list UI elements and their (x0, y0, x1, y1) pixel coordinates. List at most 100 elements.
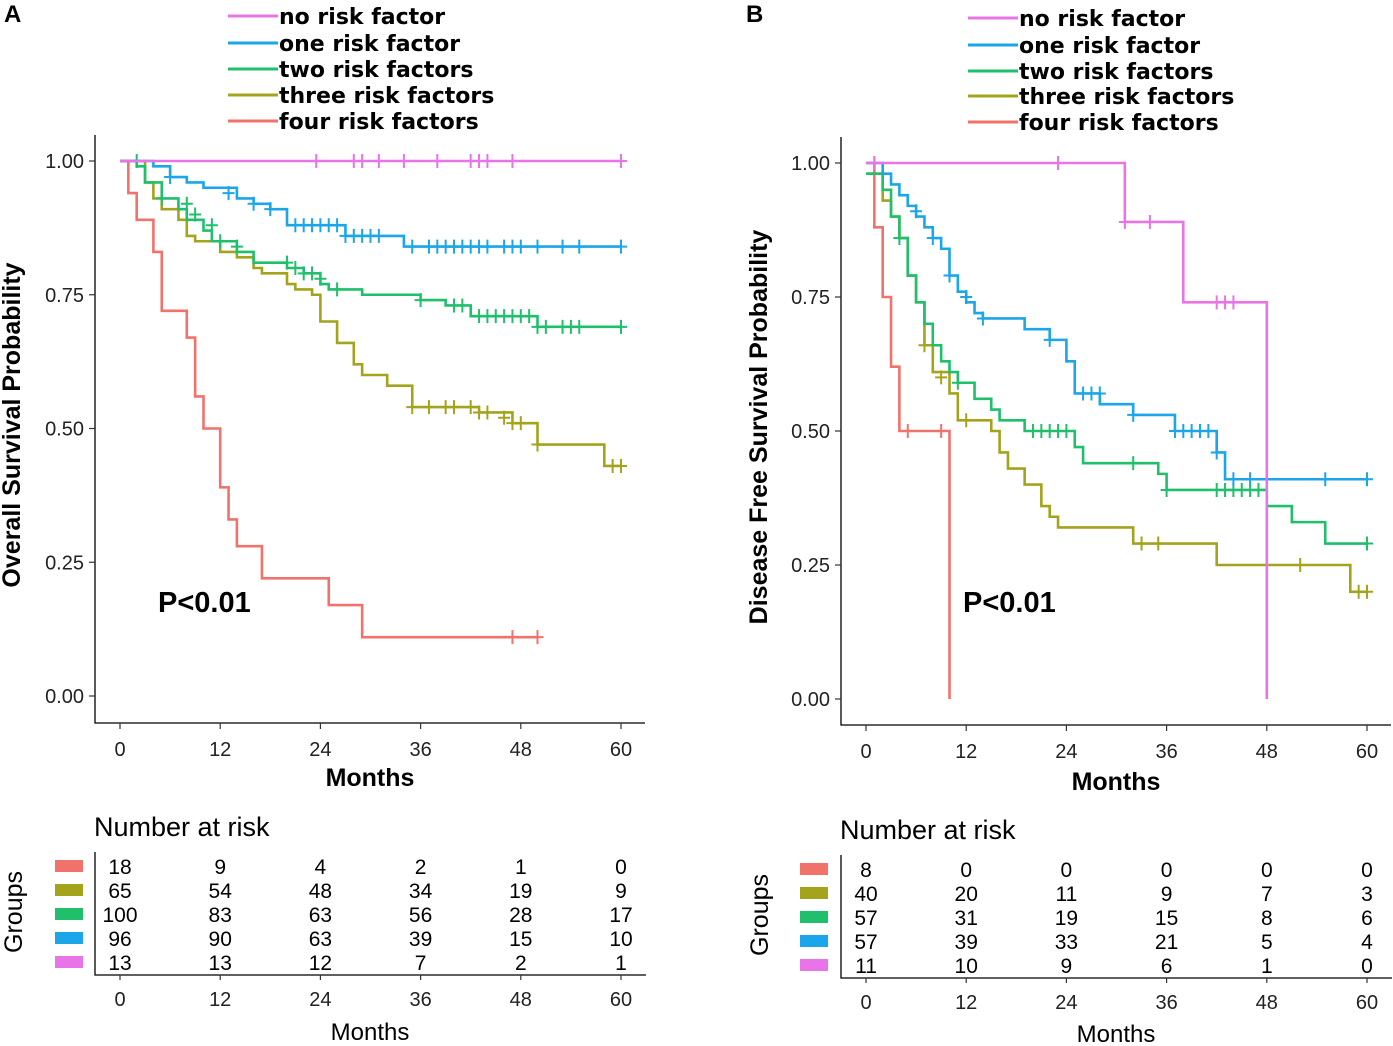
survival-plot-a: 0 12 24 36 48 60 0.00 0.25 0.50 0.75 1.00 (45, 135, 645, 761)
censor-mark (868, 156, 881, 170)
y-tick-label: 0.25 (791, 555, 830, 577)
censor-mark (264, 202, 277, 217)
censor-mark (155, 191, 168, 206)
risk-count: 21 (1155, 931, 1178, 954)
censor-mark (918, 338, 931, 353)
censor-mark (514, 239, 527, 254)
y-axis-title-a: Overall Survival Probability (0, 262, 26, 587)
censor-mark (310, 154, 323, 168)
y-tick-label: 0.00 (45, 686, 84, 708)
x-tick-label: 0 (860, 741, 871, 763)
censor-mark (406, 239, 419, 254)
risk-x-tick-label: 60 (610, 989, 632, 1011)
risk-count: 1 (1261, 955, 1273, 978)
censor-mark (406, 400, 419, 415)
risk-x-tick-label: 48 (510, 989, 532, 1011)
risk-count: 83 (209, 904, 232, 927)
risk-count: 0 (1161, 859, 1173, 882)
risk-count: 96 (108, 928, 131, 951)
series-two (120, 154, 627, 334)
risk-count: 6 (1161, 955, 1173, 978)
censor-mark (214, 234, 227, 249)
risk-count: 4 (1361, 931, 1373, 954)
axis-lines (94, 135, 645, 724)
legend-label-two: two risk factors (1019, 60, 1213, 85)
censor-mark (448, 400, 460, 415)
risk-count: 9 (1161, 883, 1173, 906)
censor-mark (397, 154, 410, 168)
censor-mark (331, 218, 344, 233)
risk-count: 31 (955, 907, 978, 930)
censor-mark (1319, 472, 1332, 487)
series-four (866, 161, 951, 699)
censor-mark (1227, 472, 1240, 487)
censor-mark (1361, 472, 1373, 487)
legend-label-no: no risk factor (279, 5, 445, 30)
risk-count: 19 (509, 880, 532, 903)
risk-count: 63 (309, 904, 332, 927)
series-four (120, 159, 544, 645)
legend-label-one: one risk factor (1019, 34, 1200, 59)
censor-mark (356, 154, 369, 168)
censor-mark (506, 630, 519, 645)
risk-count: 0 (1061, 859, 1073, 882)
legend-label-three: three risk factors (1019, 85, 1234, 110)
risk-count: 7 (1261, 883, 1273, 906)
x-tick-label: 60 (610, 739, 632, 761)
x-tick-label: 36 (409, 739, 431, 761)
risk-axis-lines (94, 852, 646, 976)
censor-mark (1361, 536, 1373, 551)
legend-label-one: one risk factor (279, 32, 460, 57)
risk-count: 8 (1261, 907, 1273, 930)
censor-mark (1060, 424, 1073, 438)
risk-table-title-a: Number at risk (94, 812, 270, 842)
censor-mark (531, 437, 544, 452)
survival-plot-b: 0 12 24 36 48 60 0.00 0.25 0.50 0.75 1.00 (791, 137, 1391, 763)
risk-swatch-two (800, 911, 828, 923)
risk-swatch-four (800, 863, 828, 875)
survival-curve-four (866, 161, 951, 699)
censor-mark (506, 154, 519, 168)
censor-mark (615, 319, 627, 334)
y-tick-label: 0.75 (45, 285, 84, 307)
censor-mark (314, 271, 327, 286)
risk-count: 65 (108, 880, 131, 903)
censor-mark (1361, 584, 1373, 599)
series-no (866, 156, 1269, 699)
censor-mark (372, 154, 385, 168)
risk-axis-lines (840, 855, 1392, 979)
censor-mark (1127, 456, 1140, 471)
survival-curve-three (120, 159, 621, 468)
censor-mark (531, 630, 544, 645)
risk-count: 5 (1261, 931, 1273, 954)
censor-mark (910, 204, 923, 219)
survival-curve-no (866, 161, 1269, 699)
panel-letter-b: B (746, 1, 763, 28)
censor-mark (1202, 424, 1215, 438)
censor-mark (1294, 558, 1307, 572)
risk-count: 12 (309, 952, 332, 975)
axis-lines (840, 137, 1391, 726)
censor-mark (189, 207, 202, 222)
censor-mark (431, 154, 444, 168)
risk-count: 19 (1055, 907, 1078, 930)
risk-swatch-three (800, 887, 828, 899)
censor-mark (247, 196, 260, 211)
panel-letter-a: A (4, 1, 21, 28)
x-tick-label: 24 (1055, 741, 1077, 763)
censor-mark (222, 186, 235, 201)
censor-mark (514, 416, 527, 431)
y-tick-label: 0.50 (45, 419, 84, 441)
censor-mark (1160, 482, 1173, 497)
x-axis-title-a: Months (326, 764, 415, 792)
risk-count: 4 (315, 856, 327, 879)
risk-count: 57 (854, 907, 877, 930)
risk-count: 9 (214, 856, 226, 879)
risk-count: 34 (409, 880, 433, 903)
censor-mark (1043, 332, 1056, 347)
risk-count: 7 (415, 952, 427, 975)
p-value-a: P<0.01 (158, 587, 251, 619)
